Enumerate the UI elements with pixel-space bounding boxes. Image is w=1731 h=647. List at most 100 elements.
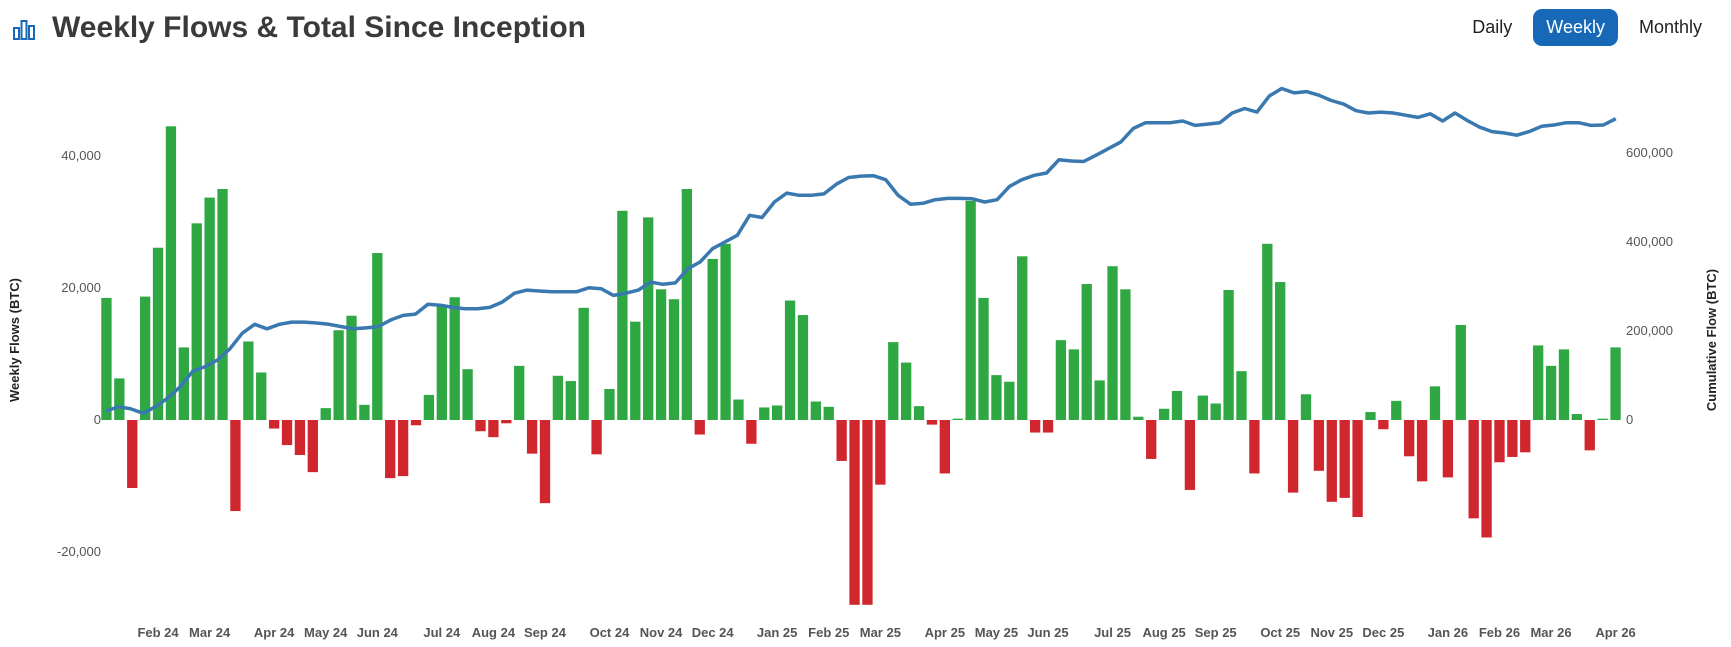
inflow-bar — [797, 315, 809, 420]
outflow-bar — [862, 420, 873, 605]
outflow-bar — [488, 420, 499, 438]
inflow-bar — [991, 375, 1002, 420]
outflow-bar — [1249, 420, 1260, 474]
x-axis-ticks: Feb 24 Mar 24 Apr 24 May 24 Jun 24 Jul 24 Aug … — [137, 625, 1635, 640]
inflow-bar — [772, 405, 783, 420]
x-axis-tick-label: Oct 25 — [1260, 625, 1300, 640]
left-axis-tick-label: 40,000 — [61, 148, 101, 163]
x-axis-tick-label: May 24 — [304, 625, 348, 640]
outflow-bar — [1416, 420, 1428, 482]
outflow-bar — [1481, 420, 1492, 538]
inflow-bar — [1236, 371, 1247, 420]
inflow-bar — [1017, 256, 1028, 420]
inflow-bar — [565, 381, 576, 420]
right-axis-tick-label: 400,000 — [1626, 234, 1673, 249]
outflow-bar — [1326, 420, 1337, 502]
outflow-bar — [875, 420, 886, 485]
inflow-bar — [617, 210, 628, 420]
inflow-bar — [1545, 365, 1557, 420]
outflow-bar — [926, 420, 938, 425]
inflow-bar — [552, 375, 564, 420]
inflow-bar — [191, 223, 202, 420]
period-weekly-button[interactable]: Weekly — [1533, 9, 1618, 46]
inflow-bar — [1262, 243, 1273, 420]
x-axis-tick-label: Jul 24 — [423, 625, 461, 640]
x-axis-tick-label: Jan 25 — [757, 625, 797, 640]
outflow-bar — [591, 420, 602, 455]
outflow-bar — [268, 420, 280, 429]
inflow-bar — [1223, 289, 1234, 420]
inflow-bar — [1197, 395, 1208, 420]
outflow-bar — [1584, 420, 1595, 451]
x-axis-tick-label: Sep 24 — [524, 625, 567, 640]
outflow-bar — [849, 420, 860, 605]
outflow-bar — [1042, 420, 1054, 433]
x-axis-tick-label: Sep 25 — [1195, 625, 1237, 640]
outflow-bar — [836, 420, 847, 461]
x-axis-tick-label: Apr 26 — [1595, 625, 1635, 640]
inflow-bar — [1004, 381, 1015, 420]
inflow-bar — [978, 297, 989, 420]
outflow-bar — [526, 420, 538, 454]
inflow-bar — [1597, 418, 1608, 420]
inflow-bar — [720, 243, 731, 420]
inflow-bar — [346, 315, 357, 420]
outflow-bar — [501, 420, 512, 424]
inflow-bar — [152, 247, 164, 420]
x-axis-tick-label: Dec 24 — [692, 625, 735, 640]
x-axis-tick-label: Aug 25 — [1142, 625, 1185, 640]
cumulative-flow-line — [105, 86, 1617, 416]
inflow-bar — [668, 299, 680, 420]
inflow-bar — [514, 365, 525, 420]
inflow-bar — [1571, 414, 1583, 420]
x-axis-tick-label: Mar 24 — [189, 625, 231, 640]
outflow-bar — [230, 420, 241, 512]
x-axis-tick-label: Oct 24 — [590, 625, 631, 640]
inflow-bar — [1610, 347, 1621, 420]
outflow-bar — [1468, 420, 1479, 519]
inflow-bar — [1533, 345, 1544, 420]
outflow-bar — [694, 420, 705, 435]
inflow-bar — [449, 297, 460, 420]
inflow-bar — [243, 341, 254, 420]
inflow-bar — [1081, 284, 1092, 420]
outflow-bar — [307, 420, 318, 473]
inflow-bar — [165, 126, 177, 421]
x-axis-tick-label: Apr 25 — [925, 625, 965, 640]
inflow-bar — [604, 388, 615, 420]
outflow-bar — [1507, 420, 1518, 457]
inflow-bar — [462, 369, 473, 420]
chart-title: Weekly Flows & Total Since Inception — [52, 11, 586, 44]
x-axis-tick-label: Dec 25 — [1362, 625, 1404, 640]
x-axis-tick-label: Feb 25 — [808, 625, 849, 640]
inflow-bar — [900, 362, 912, 420]
inflow-bar — [1455, 324, 1466, 420]
left-axis-title: Weekly Flows (BTC) — [7, 278, 22, 402]
weekly-flow-bars — [101, 126, 1621, 605]
x-axis-tick-label: Apr 24 — [254, 625, 295, 640]
inflow-bar — [101, 297, 112, 420]
period-daily-button[interactable]: Daily — [1459, 9, 1525, 46]
inflow-bar — [1429, 386, 1441, 420]
outflow-bar — [281, 420, 293, 446]
inflow-bar — [1558, 349, 1570, 420]
right-axis-ticks: 600,000 400,000 200,000 0 — [1626, 145, 1673, 427]
x-axis-tick-label: Jan 26 — [1428, 625, 1468, 640]
right-axis-tick-label: 0 — [1626, 412, 1633, 427]
outflow-bar — [1520, 420, 1531, 453]
outflow-bar — [939, 420, 950, 474]
inflow-bar — [630, 321, 641, 420]
period-monthly-button[interactable]: Monthly — [1626, 9, 1715, 46]
x-axis-tick-label: Jun 25 — [1027, 625, 1068, 640]
outflow-bar — [1029, 420, 1041, 433]
inflow-bar — [1133, 416, 1144, 420]
inflow-bar — [359, 404, 370, 420]
outflow-bar — [1378, 420, 1389, 430]
inflow-bar — [1300, 394, 1312, 420]
outflow-bar — [1404, 420, 1415, 457]
inflow-bar — [578, 307, 589, 420]
outflow-bar — [1287, 420, 1299, 493]
outflow-bar — [1313, 420, 1325, 471]
inflow-bar — [436, 304, 447, 420]
